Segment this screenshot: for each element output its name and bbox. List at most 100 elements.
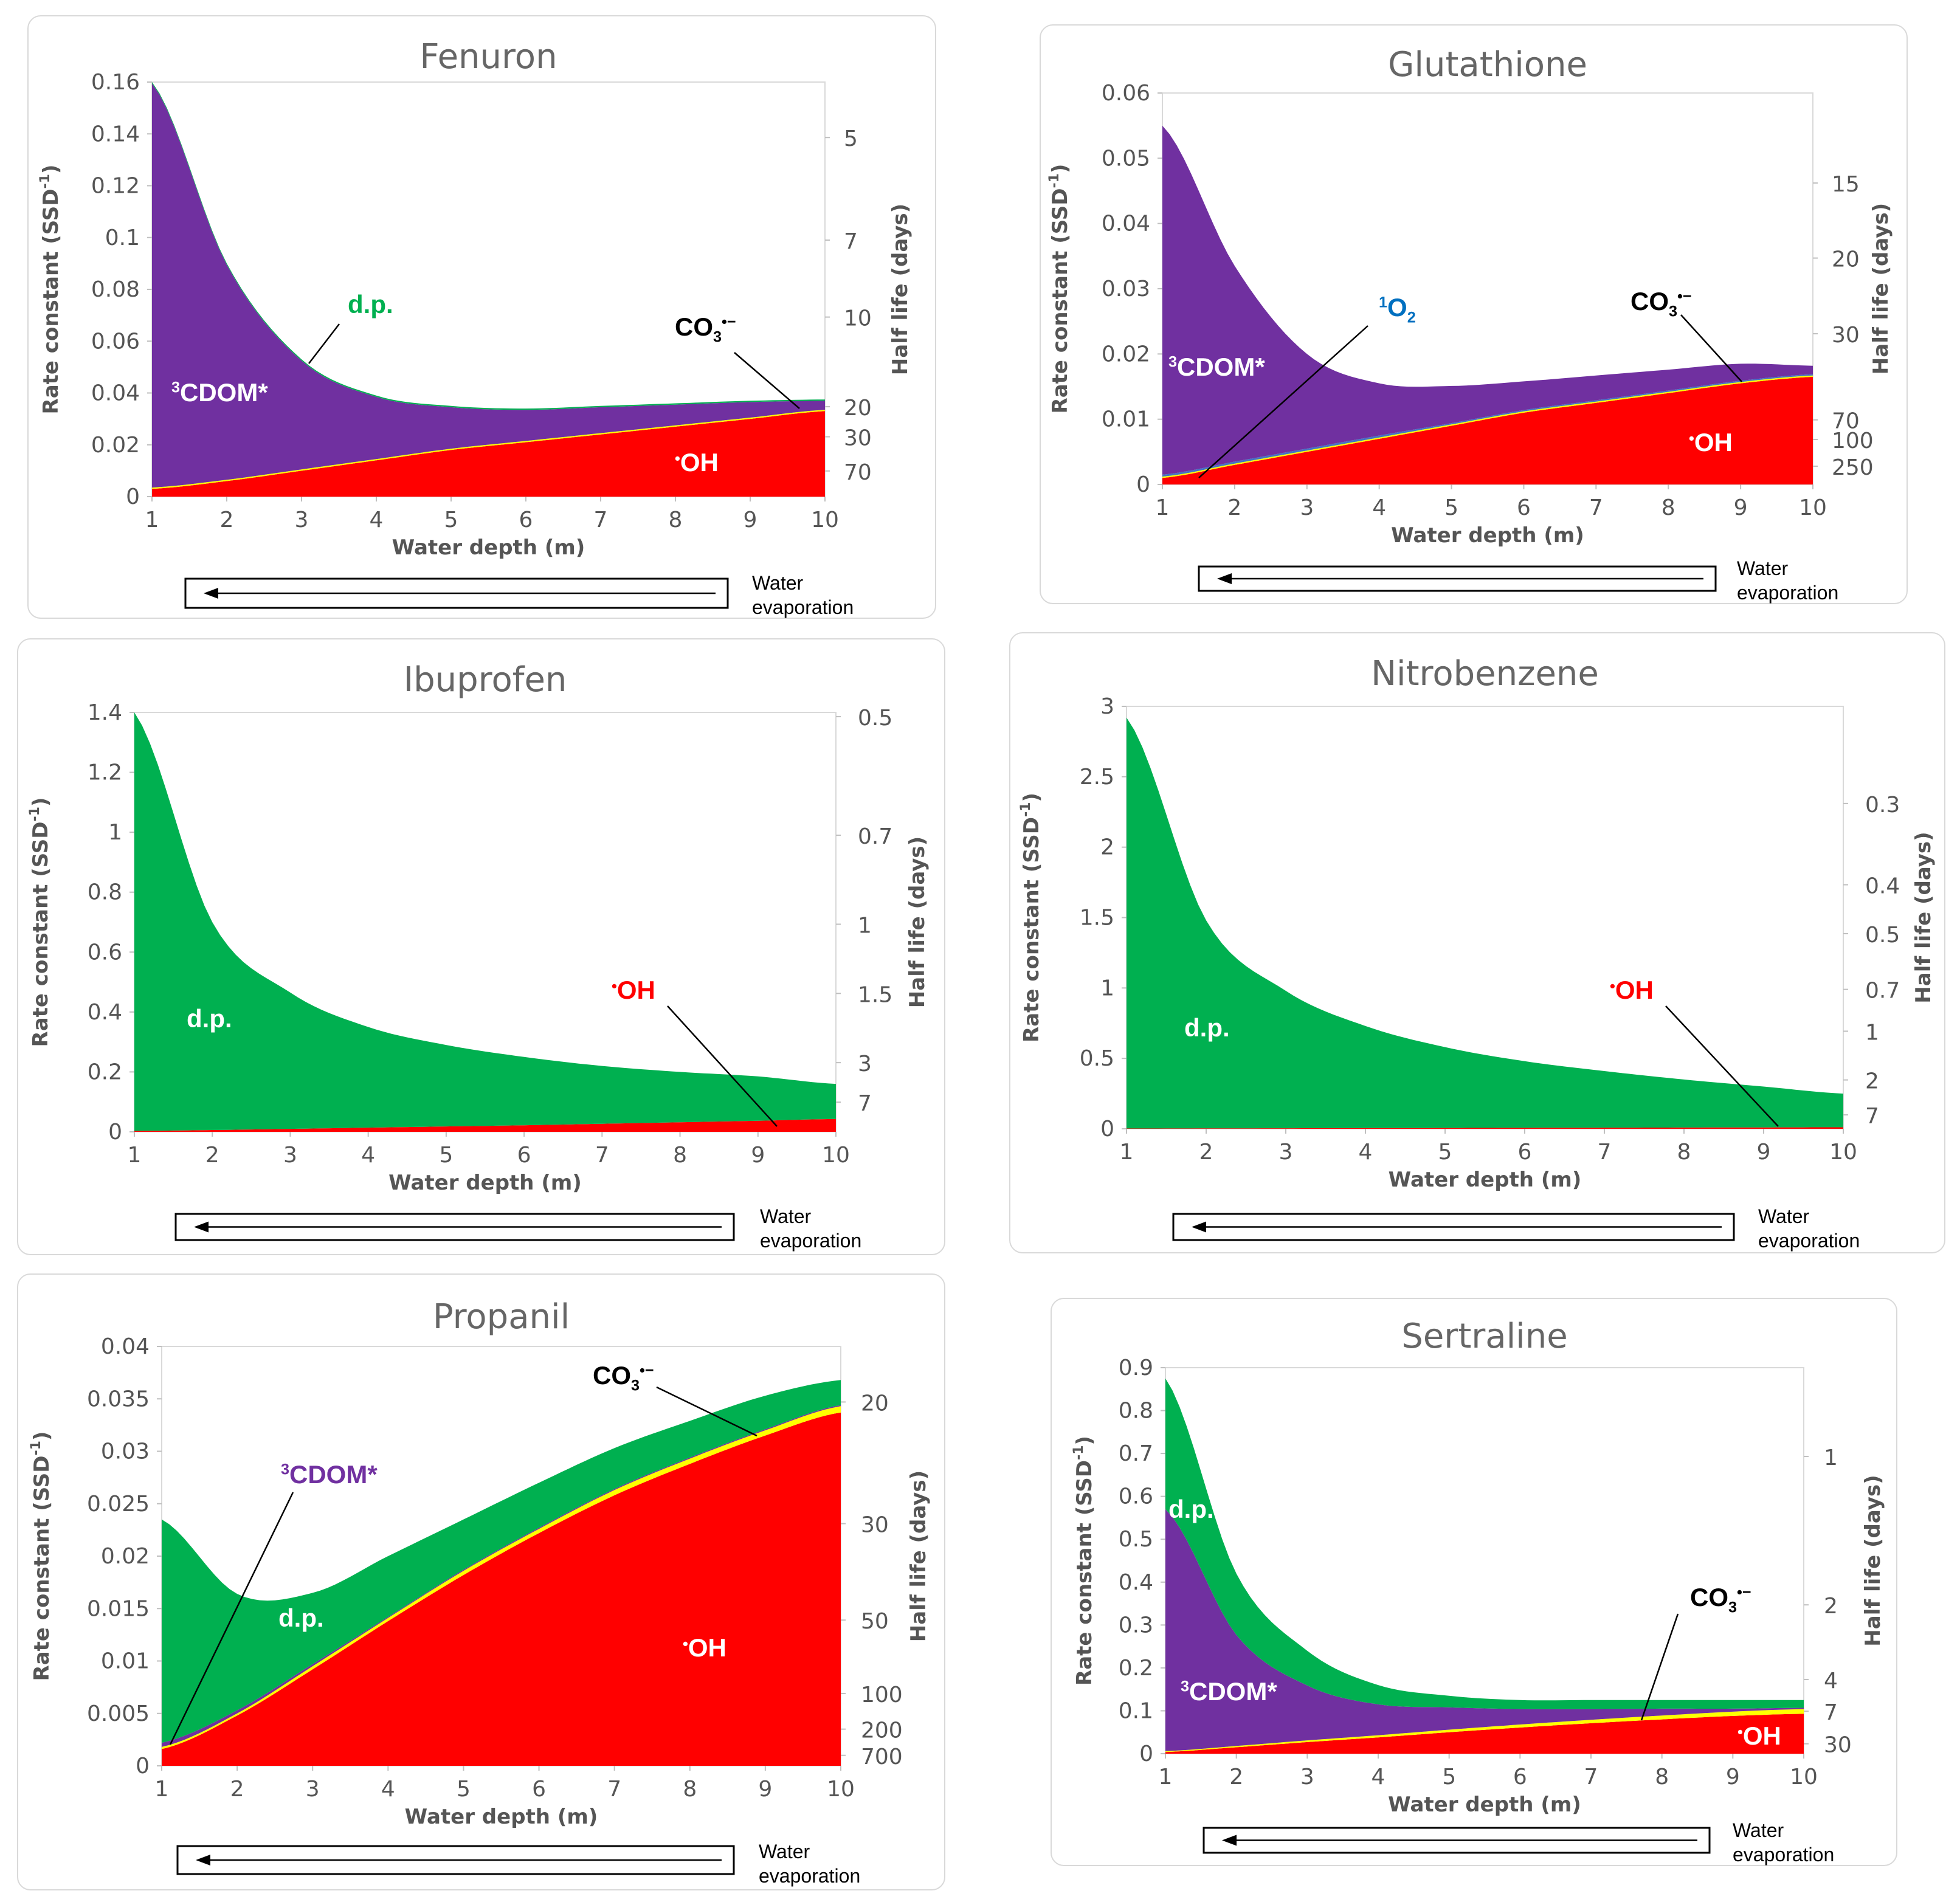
y-axis-label: Rate constant (SSD-1) [1071,1436,1097,1686]
y2-tick-label: 2 [1824,1594,1838,1619]
area-oh [162,1412,841,1766]
y-tick-label: 0.6 [88,940,122,965]
y-tick-label: 1.2 [88,760,122,785]
leader-line [308,323,340,364]
x-tick-label: 10 [822,1143,850,1168]
x-tick-label: 7 [1584,1765,1598,1790]
y-tick-label: 0.06 [91,329,140,354]
y-tick-label: 0 [136,1754,150,1779]
evaporation-label-line1: Water [759,1841,810,1862]
x-tick-label: 2 [1227,495,1241,520]
y2-tick-label: 15 [1832,172,1860,197]
y2-tick-label: 0.4 [1865,874,1900,899]
y-tick-label: 0.06 [1102,81,1150,106]
y2-tick-label: 1 [858,913,872,938]
area-dp [1127,717,1843,1129]
y-tick-label: 0.8 [1119,1399,1153,1424]
y-tick-label: 0.9 [1119,1356,1153,1380]
x-tick-label: 2 [230,1777,244,1802]
chart-title: Propanil [433,1297,570,1337]
y-tick-label: 0.12 [91,174,140,199]
x-tick-label: 9 [744,508,757,532]
x-tick-label: 7 [1589,495,1603,520]
x-tick-label: 5 [1444,495,1458,520]
y-tick-label: 0.2 [88,1060,122,1084]
area-co3 [1165,1709,1804,1752]
y2-tick-label: 70 [1832,409,1860,434]
leader-line [734,352,800,409]
x-tick-label: 5 [1438,1140,1452,1165]
y-tick-label: 0.025 [87,1492,150,1517]
y2-tick-label: 10 [844,306,872,331]
annotation-oh: •OH [1689,428,1733,457]
x-tick-label: 7 [1598,1140,1612,1165]
x-tick-label: 10 [1829,1140,1857,1165]
evaporation-label-line1: Water [1733,1819,1784,1841]
chart-propanil: Propanil 0 0.005 0.01 0.015 0.02 0.025 0.03 0.03… [29,1297,931,1887]
y-tick-label: 0.02 [101,1544,150,1569]
area-3cdom [152,83,825,488]
arrow-head [196,1855,210,1866]
y-tick-label: 0.03 [1102,277,1150,301]
y2-tick-label: 20 [1832,247,1860,272]
y2-axis-label: Half life (days) [1911,832,1936,1003]
y2-tick-label: 1 [1865,1020,1879,1045]
annotation-3cdom: 3CDOM* [1168,353,1265,381]
y2-tick-label: 0.5 [858,706,892,731]
x-tick-label: 4 [1372,495,1386,520]
x-tick-label: 5 [444,508,458,532]
annotation-oh: •OH [683,1633,726,1662]
x-tick-label: 5 [1442,1765,1456,1790]
y2-tick-label: 20 [844,396,872,421]
y-tick-label: 0.6 [1119,1484,1153,1509]
annotation-co3: CO3•− [675,312,736,346]
x-tick-label: 1 [155,1777,169,1802]
chart-fenuron: Fenuron 0 0.02 0.04 0.06 0.08 0.1 0.12 0.14 0.16 1… [38,37,913,618]
x-tick-label: 2 [1229,1765,1243,1790]
evaporation-label-line1: Water [752,572,804,594]
y-tick-label: 0.4 [88,1000,122,1025]
y-tick-label: 0.4 [1119,1570,1153,1595]
evaporation-label-line2: evaporation [1737,582,1838,604]
annotation-oh: •OH [1737,1721,1781,1750]
annotation-co3: CO3•− [1690,1583,1751,1616]
annotation-oh: •OH [612,976,655,1004]
area-dp [162,1380,841,1743]
evaporation-label-line2: evaporation [1758,1230,1860,1252]
annotation-3cdom: 3CDOM* [1181,1677,1277,1706]
y-tick-label: 1 [108,820,122,845]
x-tick-label: 4 [1359,1140,1373,1165]
x-tick-label: 10 [1799,495,1827,520]
x-tick-label: 9 [758,1777,772,1802]
y2-tick-label: 30 [1832,323,1860,348]
y2-tick-label: 70 [844,460,872,485]
evaporation-label-line1: Water [760,1205,812,1227]
x-tick-label: 4 [1372,1765,1385,1790]
y-tick-label: 0 [1139,1742,1153,1766]
x-tick-label: 1 [145,508,159,532]
y-tick-label: 1 [1100,976,1114,1001]
y-tick-label: 0.14 [91,122,140,146]
area-dp [134,712,836,1131]
x-axis-label: Water depth (m) [392,536,585,560]
y-tick-label: 0.02 [91,433,140,458]
leader-line [667,1005,778,1127]
y-tick-label: 0 [126,484,140,509]
x-tick-label: 4 [381,1777,395,1802]
annotation-oh: •OH [675,448,719,477]
y2-axis-label: Half life (days) [905,836,930,1008]
y-tick-label: 0.3 [1119,1613,1153,1638]
y2-tick-label: 5 [844,126,858,151]
x-tick-label: 8 [1655,1765,1669,1790]
x-axis-label: Water depth (m) [1388,1793,1581,1817]
leader-line [1640,1613,1679,1721]
y2-tick-label: 7 [1824,1700,1838,1725]
arrow-head [204,588,218,599]
evaporation-label-line1: Water [1758,1205,1810,1227]
y-tick-label: 0.04 [101,1334,150,1359]
y-tick-label: 0.1 [105,226,140,250]
y-tick-label: 0.035 [87,1387,150,1411]
x-tick-label: 8 [683,1777,697,1802]
x-tick-label: 6 [532,1777,546,1802]
